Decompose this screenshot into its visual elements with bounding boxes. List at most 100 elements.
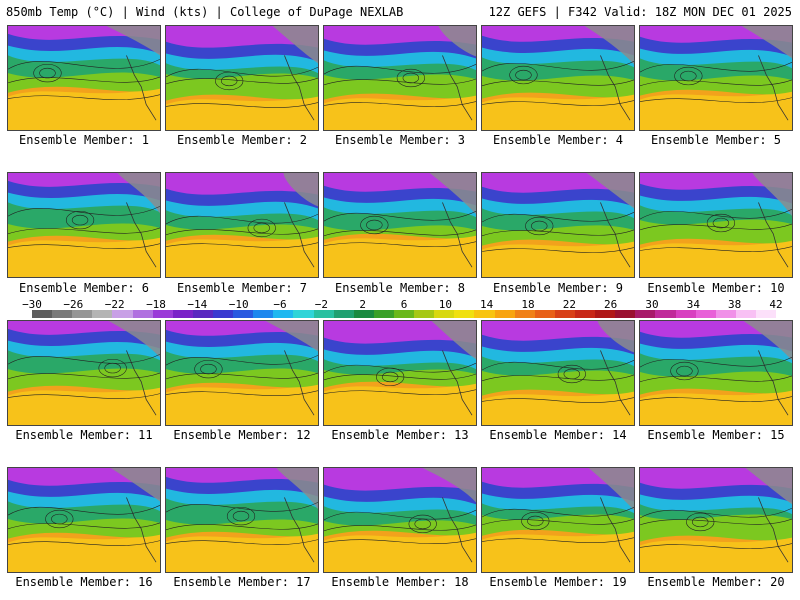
ensemble-map-19	[481, 467, 635, 573]
colorbar-swatch	[52, 310, 73, 318]
ensemble-member-label: Ensemble Member: 3	[334, 133, 466, 147]
colorbar-tick-label: −2	[314, 298, 328, 311]
ensemble-member-label: Ensemble Member: 1	[18, 133, 150, 147]
ensemble-member-label: Ensemble Member: 12	[173, 428, 311, 442]
colorbar-swatch	[635, 310, 656, 318]
colorbar-tick-label: 34	[686, 298, 700, 311]
colorbar-swatch	[132, 310, 153, 318]
colorbar-tick-label: 18	[521, 298, 535, 311]
colorbar-swatch	[212, 310, 234, 318]
colorbar-swatch	[755, 310, 777, 318]
colorbar-tick-label: −6	[273, 298, 287, 311]
colorbar-swatch	[373, 310, 394, 318]
ensemble-map-5	[639, 25, 793, 131]
temperature-colorbar	[32, 310, 777, 318]
colorbar-swatch	[554, 310, 575, 318]
colorbar-swatch	[414, 310, 435, 318]
colorbar-swatch	[434, 310, 455, 318]
colorbar-tick-label: 22	[562, 298, 576, 311]
colorbar-swatch	[253, 310, 274, 318]
colorbar-swatch	[192, 310, 213, 318]
chart-title: 850mb Temp (°C) | Wind (kts) | College o…	[6, 5, 404, 19]
colorbar-swatch	[735, 310, 756, 318]
colorbar-swatch	[695, 310, 716, 318]
ensemble-member-label: Ensemble Member: 9	[492, 281, 624, 295]
ensemble-map-2	[165, 25, 319, 131]
ensemble-map-7	[165, 172, 319, 278]
ensemble-member-label: Ensemble Member: 7	[176, 281, 308, 295]
colorbar-tick-label: −30	[22, 298, 42, 311]
colorbar-swatch	[353, 310, 374, 318]
colorbar-swatch	[233, 310, 254, 318]
colorbar-swatch	[474, 310, 495, 318]
ensemble-member-label: Ensemble Member: 5	[650, 133, 782, 147]
colorbar-swatch	[454, 310, 475, 318]
ensemble-member-label: Ensemble Member: 14	[489, 428, 627, 442]
colorbar-swatch	[574, 310, 596, 318]
ensemble-member-label: Ensemble Member: 11	[15, 428, 153, 442]
run-valid-time: 12Z GEFS | F342 Valid: 18Z MON DEC 01 20…	[488, 5, 792, 19]
colorbar-swatch	[675, 310, 696, 318]
ensemble-member-label: Ensemble Member: 2	[176, 133, 308, 147]
ensemble-map-4	[481, 25, 635, 131]
colorbar-swatch	[655, 310, 676, 318]
colorbar-swatch	[112, 310, 133, 318]
colorbar-swatch	[293, 310, 314, 318]
colorbar-swatch	[172, 310, 193, 318]
colorbar-tick-label: −18	[146, 298, 166, 311]
colorbar-tick-label: 14	[480, 298, 494, 311]
colorbar-tick-label: −10	[228, 298, 249, 311]
colorbar-swatch	[715, 310, 736, 318]
colorbar-tick-label: 26	[604, 298, 618, 311]
ensemble-map-12	[165, 320, 319, 426]
ensemble-member-label: Ensemble Member: 17	[173, 575, 311, 589]
ensemble-map-3	[323, 25, 477, 131]
ensemble-map-11	[7, 320, 161, 426]
ensemble-member-label: Ensemble Member: 18	[331, 575, 469, 589]
ensemble-map-9	[481, 172, 635, 278]
colorbar-tick-label: 38	[728, 298, 742, 311]
colorbar-tick-label: 30	[645, 298, 659, 311]
colorbar-swatch	[92, 310, 113, 318]
colorbar-swatch	[273, 310, 294, 318]
ensemble-member-label: Ensemble Member: 15	[647, 428, 785, 442]
colorbar-swatch	[333, 310, 354, 318]
ensemble-map-17	[165, 467, 319, 573]
ensemble-map-18	[323, 467, 477, 573]
ensemble-map-14	[481, 320, 635, 426]
ensemble-map-15	[639, 320, 793, 426]
ensemble-member-label: Ensemble Member: 6	[18, 281, 150, 295]
colorbar-swatch	[72, 310, 93, 318]
ensemble-member-label: Ensemble Member: 13	[331, 428, 469, 442]
colorbar-swatch	[313, 310, 334, 318]
colorbar-swatch	[32, 310, 53, 318]
ensemble-member-label: Ensemble Member: 20	[647, 575, 785, 589]
ensemble-map-13	[323, 320, 477, 426]
colorbar-tick-label: 10	[438, 298, 452, 311]
colorbar-swatch	[514, 310, 535, 318]
ensemble-map-20	[639, 467, 793, 573]
colorbar-swatch	[534, 310, 555, 318]
colorbar-tick-label: 42	[769, 298, 783, 311]
colorbar-swatch	[152, 310, 173, 318]
colorbar-tick-label: 6	[400, 298, 408, 311]
ensemble-map-16	[7, 467, 161, 573]
colorbar-labels: −30 −26 −22 −18 −14 −10 −6 −2 2 6 10 14 18 22 26 30 34 38…	[0, 298, 800, 311]
colorbar-swatch	[494, 310, 515, 318]
colorbar-tick-label: 2	[359, 298, 366, 311]
colorbar-swatch	[595, 310, 616, 318]
ensemble-member-label: Ensemble Member: 10	[647, 281, 785, 295]
colorbar-swatch	[393, 310, 415, 318]
ensemble-map-6	[7, 172, 161, 278]
ensemble-member-label: Ensemble Member: 16	[15, 575, 153, 589]
ensemble-member-label: Ensemble Member: 4	[492, 133, 624, 147]
ensemble-member-label: Ensemble Member: 19	[489, 575, 627, 589]
ensemble-map-10	[639, 172, 793, 278]
colorbar-swatch	[615, 310, 636, 318]
colorbar-tick-label: −22	[104, 298, 125, 311]
ensemble-member-label: Ensemble Member: 8	[334, 281, 466, 295]
colorbar-tick-label: −26	[63, 298, 84, 311]
ensemble-map-8	[323, 172, 477, 278]
ensemble-map-1	[7, 25, 161, 131]
colorbar-tick-label: −14	[187, 298, 208, 311]
